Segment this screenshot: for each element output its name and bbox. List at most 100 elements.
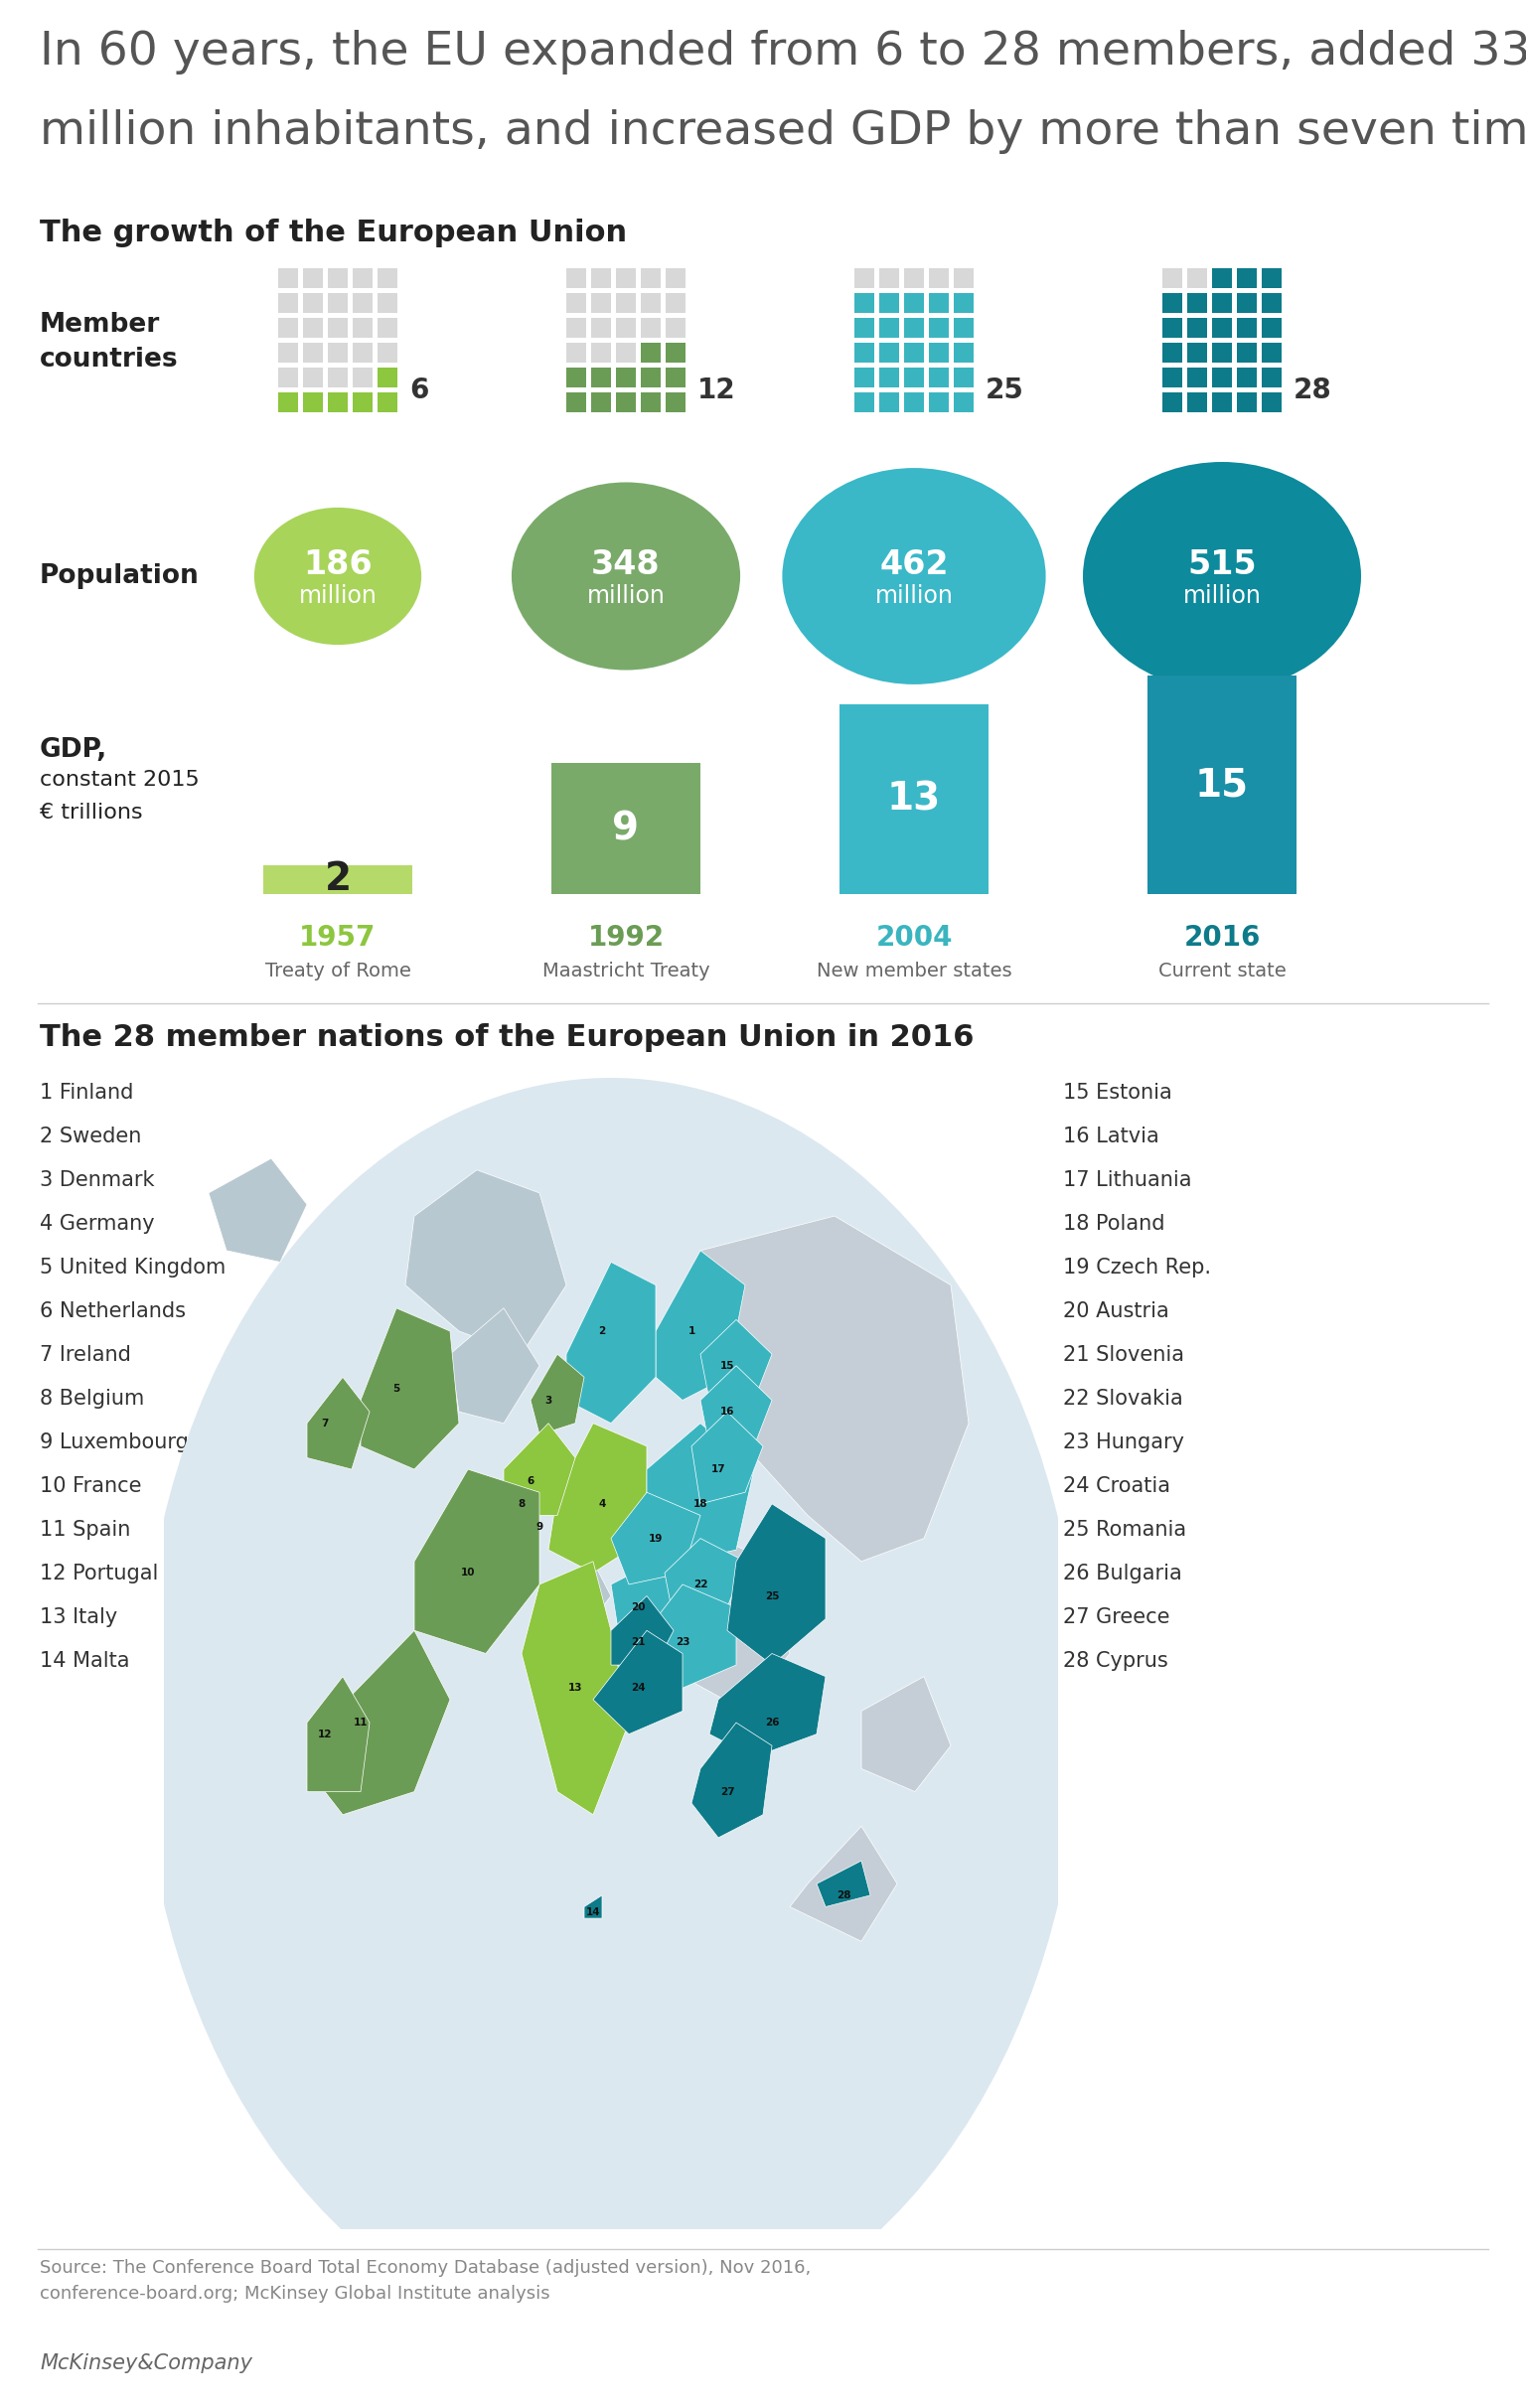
Text: 24: 24 xyxy=(630,1683,645,1693)
Text: Source: The Conference Board Total Economy Database (adjusted version), Nov 2016: Source: The Conference Board Total Econo… xyxy=(40,2259,810,2302)
Bar xyxy=(929,342,949,364)
Text: 21: 21 xyxy=(630,1637,645,1647)
Text: 186: 186 xyxy=(304,549,372,580)
Text: 3 Denmark: 3 Denmark xyxy=(40,1170,154,1190)
Bar xyxy=(304,294,324,313)
Bar xyxy=(1163,393,1183,412)
Text: 1992: 1992 xyxy=(588,925,664,951)
Bar xyxy=(855,368,874,388)
Bar xyxy=(353,267,372,289)
Text: 13: 13 xyxy=(568,1683,583,1693)
Polygon shape xyxy=(522,1560,629,1816)
Text: 18 Poland: 18 Poland xyxy=(1064,1214,1164,1233)
Bar xyxy=(954,267,974,289)
Bar xyxy=(551,763,700,893)
Text: The growth of the European Union: The growth of the European Union xyxy=(40,219,627,248)
Bar xyxy=(954,393,974,412)
Text: 7 Ireland: 7 Ireland xyxy=(40,1346,131,1365)
Text: 8: 8 xyxy=(517,1498,525,1510)
Bar xyxy=(304,342,324,364)
Bar xyxy=(903,318,923,337)
Text: constant 2015: constant 2015 xyxy=(40,771,200,790)
Text: 22: 22 xyxy=(693,1580,708,1589)
Polygon shape xyxy=(790,1825,897,1941)
Polygon shape xyxy=(584,1895,603,1919)
Text: 16 Latvia: 16 Latvia xyxy=(1064,1127,1160,1146)
Text: million: million xyxy=(586,585,665,607)
Bar xyxy=(304,267,324,289)
Bar xyxy=(278,368,298,388)
Bar xyxy=(377,342,397,364)
Polygon shape xyxy=(548,1560,610,1630)
Bar xyxy=(929,393,949,412)
Bar xyxy=(879,294,899,313)
Bar xyxy=(278,342,298,364)
Bar xyxy=(328,294,348,313)
Text: Member: Member xyxy=(40,313,160,337)
Bar xyxy=(879,393,899,412)
Bar xyxy=(929,267,949,289)
Bar xyxy=(278,294,298,313)
Polygon shape xyxy=(406,1170,566,1353)
Bar xyxy=(617,393,636,412)
Text: 4 Germany: 4 Germany xyxy=(40,1214,154,1233)
Polygon shape xyxy=(728,1505,826,1664)
Text: 28 Cyprus: 28 Cyprus xyxy=(1064,1652,1167,1671)
Bar xyxy=(278,318,298,337)
Bar xyxy=(879,318,899,337)
Text: 25: 25 xyxy=(986,376,1024,405)
Bar xyxy=(855,294,874,313)
Text: The 28 member nations of the European Union in 2016: The 28 member nations of the European Un… xyxy=(40,1023,974,1052)
Bar xyxy=(353,393,372,412)
Text: Population: Population xyxy=(40,563,200,590)
Text: 15: 15 xyxy=(1195,766,1248,804)
Bar xyxy=(665,393,685,412)
Bar xyxy=(903,267,923,289)
Text: 25: 25 xyxy=(765,1592,780,1601)
Bar xyxy=(1148,677,1297,893)
Bar xyxy=(879,342,899,364)
Bar xyxy=(377,294,397,313)
Bar xyxy=(855,318,874,337)
Bar xyxy=(641,294,661,313)
Bar xyxy=(328,267,348,289)
Polygon shape xyxy=(700,1216,969,1560)
Polygon shape xyxy=(594,1630,682,1734)
Bar xyxy=(566,267,586,289)
Bar xyxy=(1163,318,1183,337)
Bar xyxy=(641,342,661,364)
Bar xyxy=(1187,393,1207,412)
Text: 1957: 1957 xyxy=(299,925,377,951)
Bar xyxy=(278,393,298,412)
Bar xyxy=(1238,342,1257,364)
Bar xyxy=(1262,368,1282,388)
Text: 21 Slovenia: 21 Slovenia xyxy=(1064,1346,1184,1365)
Polygon shape xyxy=(638,1584,736,1688)
Bar xyxy=(879,267,899,289)
Text: 22 Slovakia: 22 Slovakia xyxy=(1064,1389,1183,1409)
Text: 16: 16 xyxy=(720,1406,734,1416)
Bar xyxy=(591,294,610,313)
Text: 6: 6 xyxy=(409,376,429,405)
Bar xyxy=(1212,393,1231,412)
Text: 14 Malta: 14 Malta xyxy=(40,1652,130,1671)
Bar xyxy=(839,706,989,893)
Bar xyxy=(304,368,324,388)
Text: 6 Netherlands: 6 Netherlands xyxy=(40,1300,186,1322)
Bar xyxy=(1212,318,1231,337)
Bar xyxy=(617,368,636,388)
Bar xyxy=(1262,342,1282,364)
Bar xyxy=(665,267,685,289)
Bar xyxy=(353,342,372,364)
Bar xyxy=(591,393,610,412)
Bar xyxy=(903,368,923,388)
Text: countries: countries xyxy=(40,347,179,373)
Bar xyxy=(1262,267,1282,289)
Bar xyxy=(954,342,974,364)
Bar xyxy=(903,342,923,364)
Bar xyxy=(617,318,636,337)
Bar xyxy=(1262,393,1282,412)
Bar xyxy=(929,318,949,337)
Bar xyxy=(665,318,685,337)
Bar xyxy=(617,294,636,313)
